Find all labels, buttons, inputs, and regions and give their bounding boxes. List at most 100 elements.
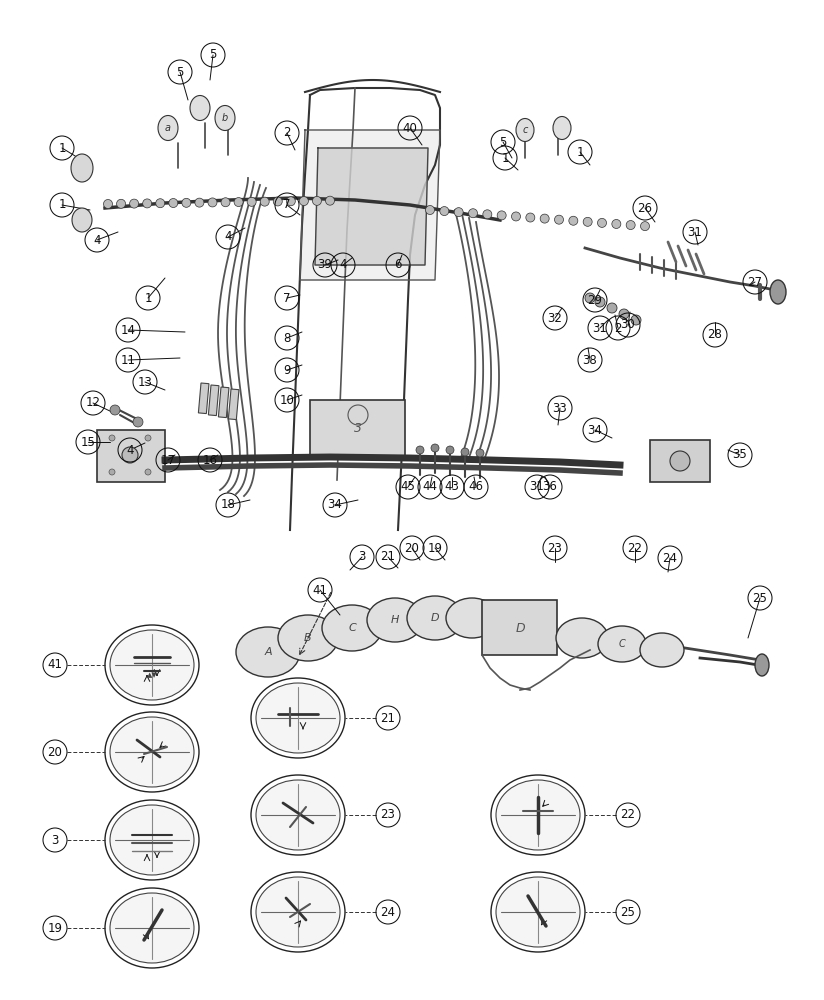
Ellipse shape xyxy=(215,105,235,130)
Text: 22: 22 xyxy=(620,808,635,822)
Text: 4: 4 xyxy=(224,231,232,243)
Circle shape xyxy=(416,446,424,454)
Circle shape xyxy=(469,209,477,218)
Circle shape xyxy=(182,198,191,207)
Circle shape xyxy=(541,214,549,223)
Circle shape xyxy=(145,469,151,475)
Ellipse shape xyxy=(556,618,608,658)
Text: 41: 41 xyxy=(312,584,327,596)
Ellipse shape xyxy=(110,630,194,700)
Ellipse shape xyxy=(256,683,340,753)
Text: 24: 24 xyxy=(662,552,677,564)
Circle shape xyxy=(169,199,178,208)
Ellipse shape xyxy=(755,654,769,676)
Text: 3: 3 xyxy=(358,550,366,564)
Text: b: b xyxy=(222,113,228,123)
Circle shape xyxy=(116,199,125,208)
Ellipse shape xyxy=(256,780,340,850)
Text: 8: 8 xyxy=(283,332,291,344)
FancyBboxPatch shape xyxy=(310,400,405,458)
Text: 29: 29 xyxy=(588,294,602,306)
Text: 16: 16 xyxy=(203,454,218,466)
Circle shape xyxy=(299,197,308,206)
Circle shape xyxy=(221,198,230,207)
Text: B: B xyxy=(304,633,311,643)
Ellipse shape xyxy=(322,605,382,651)
Circle shape xyxy=(585,293,595,303)
Text: 30: 30 xyxy=(620,318,635,332)
Circle shape xyxy=(110,405,120,415)
Bar xyxy=(199,383,209,414)
Text: 21: 21 xyxy=(381,712,396,724)
Text: 46: 46 xyxy=(469,481,484,493)
Circle shape xyxy=(670,451,690,471)
Bar xyxy=(218,387,229,418)
Circle shape xyxy=(156,199,165,208)
Text: 3: 3 xyxy=(51,834,59,846)
Text: 34: 34 xyxy=(588,424,602,436)
Text: H: H xyxy=(391,615,399,625)
Text: 11: 11 xyxy=(120,354,135,366)
Circle shape xyxy=(555,215,564,224)
Text: D: D xyxy=(431,613,439,623)
Text: 13: 13 xyxy=(138,375,152,388)
Text: 4: 4 xyxy=(126,444,133,456)
Circle shape xyxy=(325,196,335,205)
Circle shape xyxy=(247,197,256,206)
Circle shape xyxy=(461,448,469,456)
Text: 23: 23 xyxy=(548,542,563,554)
Circle shape xyxy=(145,435,151,441)
Circle shape xyxy=(133,417,143,427)
Text: 44: 44 xyxy=(423,481,438,493)
Circle shape xyxy=(425,206,434,215)
Circle shape xyxy=(607,303,617,313)
Text: 12: 12 xyxy=(86,396,101,410)
Circle shape xyxy=(631,315,641,325)
Text: a: a xyxy=(165,123,171,133)
Ellipse shape xyxy=(367,598,423,642)
Ellipse shape xyxy=(72,208,92,232)
Ellipse shape xyxy=(256,877,340,947)
Text: 26: 26 xyxy=(638,202,653,215)
Text: 24: 24 xyxy=(381,906,396,918)
Circle shape xyxy=(440,207,449,216)
Circle shape xyxy=(208,198,217,207)
FancyBboxPatch shape xyxy=(650,440,710,482)
Circle shape xyxy=(129,199,138,208)
Circle shape xyxy=(512,212,521,221)
Circle shape xyxy=(612,219,620,228)
Text: A: A xyxy=(265,647,272,657)
Circle shape xyxy=(109,435,115,441)
Ellipse shape xyxy=(190,96,210,120)
Text: 25: 25 xyxy=(620,906,635,918)
Text: 19: 19 xyxy=(48,922,63,934)
Text: 14: 14 xyxy=(120,324,135,336)
Text: 10: 10 xyxy=(279,393,294,406)
Text: 38: 38 xyxy=(583,354,597,366)
Text: 5: 5 xyxy=(209,48,217,62)
Ellipse shape xyxy=(71,154,93,182)
Ellipse shape xyxy=(110,717,194,787)
Text: 23: 23 xyxy=(381,808,396,822)
Text: 6: 6 xyxy=(394,258,402,271)
Text: 5: 5 xyxy=(499,135,507,148)
Text: ▲▼: ▲▼ xyxy=(147,672,157,678)
Text: 9: 9 xyxy=(283,363,291,376)
Text: 20: 20 xyxy=(48,746,63,758)
Text: 1: 1 xyxy=(59,141,66,154)
Text: 1: 1 xyxy=(576,145,583,158)
Text: 20: 20 xyxy=(405,542,419,554)
Circle shape xyxy=(446,446,454,454)
Bar xyxy=(228,389,239,420)
Text: 31: 31 xyxy=(687,226,702,238)
Ellipse shape xyxy=(158,115,178,140)
Polygon shape xyxy=(315,148,428,265)
Text: 40: 40 xyxy=(403,121,418,134)
FancyBboxPatch shape xyxy=(482,600,557,655)
Polygon shape xyxy=(300,130,440,280)
Text: 18: 18 xyxy=(221,498,236,512)
Ellipse shape xyxy=(236,627,300,677)
Text: 2: 2 xyxy=(614,322,622,334)
Ellipse shape xyxy=(640,633,684,667)
Circle shape xyxy=(104,200,113,209)
